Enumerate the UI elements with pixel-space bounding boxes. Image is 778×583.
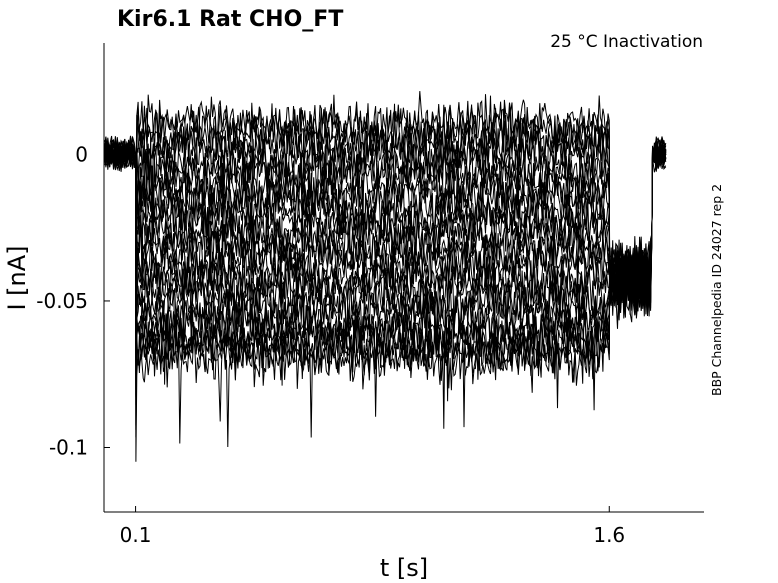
y-ticks: 0 -0.05 -0.1: [36, 142, 110, 460]
sweep-trace: [103, 137, 667, 462]
sweep-trace: [103, 131, 667, 321]
sweep-trace: [103, 139, 667, 329]
y-axis-label: I [nA]: [3, 245, 31, 310]
x-axis-label: t [s]: [380, 554, 428, 582]
channelpedia-id-note: BBP Channelpedia ID 24027 rep 2: [709, 184, 724, 396]
x-tick-label: 0.1: [120, 523, 152, 547]
x-ticks: 0.1 1.6: [120, 506, 625, 547]
sweep-trace: [103, 91, 667, 316]
x-tick-label: 1.6: [593, 523, 625, 547]
sweep-trace: [103, 136, 666, 367]
y-tick-label: 0: [75, 142, 88, 166]
sweep-traces: [103, 91, 667, 462]
y-tick-label: -0.05: [36, 289, 88, 313]
sweep-trace: [103, 137, 667, 438]
chart-title: Kir6.1 Rat CHO_FT: [117, 7, 343, 32]
chart-subtitle: 25 °C Inactivation: [550, 32, 703, 52]
y-tick-label: -0.1: [49, 436, 88, 460]
plot-area: 0 -0.05 -0.1 0.1 1.6: [36, 43, 704, 547]
